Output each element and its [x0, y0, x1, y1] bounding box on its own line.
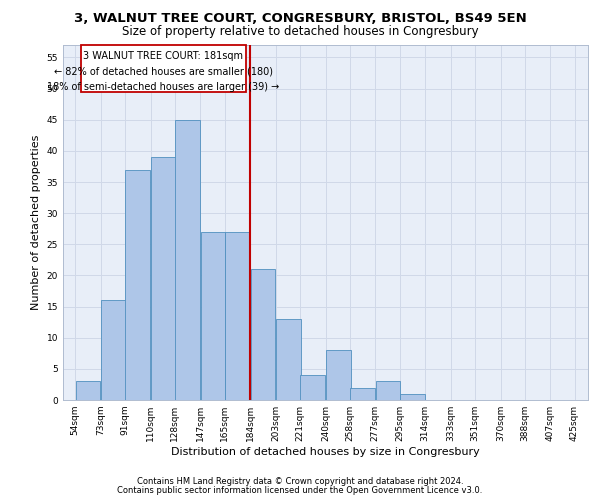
Text: Contains public sector information licensed under the Open Government Licence v3: Contains public sector information licen… [118, 486, 482, 495]
Text: 18% of semi-detached houses are larger (39) →: 18% of semi-detached houses are larger (… [47, 82, 280, 92]
Bar [76, 382, 100, 400]
Text: Size of property relative to detached houses in Congresbury: Size of property relative to detached ho… [122, 25, 478, 38]
Bar [376, 382, 400, 400]
Bar [400, 394, 425, 400]
Text: 3, WALNUT TREE COURT, CONGRESBURY, BRISTOL, BS49 5EN: 3, WALNUT TREE COURT, CONGRESBURY, BRIST… [74, 12, 526, 26]
Bar [151, 157, 176, 400]
Y-axis label: Number of detached properties: Number of detached properties [31, 135, 41, 310]
Bar [251, 269, 275, 400]
Bar [201, 232, 226, 400]
Bar [301, 375, 325, 400]
Bar [175, 120, 200, 400]
Bar [101, 300, 126, 400]
Bar [125, 170, 150, 400]
Bar [350, 388, 375, 400]
Text: ← 82% of detached houses are smaller (180): ← 82% of detached houses are smaller (18… [54, 67, 273, 77]
Bar [276, 319, 301, 400]
Bar [225, 232, 250, 400]
Text: Contains HM Land Registry data © Crown copyright and database right 2024.: Contains HM Land Registry data © Crown c… [137, 477, 463, 486]
X-axis label: Distribution of detached houses by size in Congresbury: Distribution of detached houses by size … [171, 447, 480, 457]
Bar [326, 350, 350, 400]
FancyBboxPatch shape [80, 45, 246, 92]
Text: 3 WALNUT TREE COURT: 181sqm: 3 WALNUT TREE COURT: 181sqm [83, 51, 243, 61]
